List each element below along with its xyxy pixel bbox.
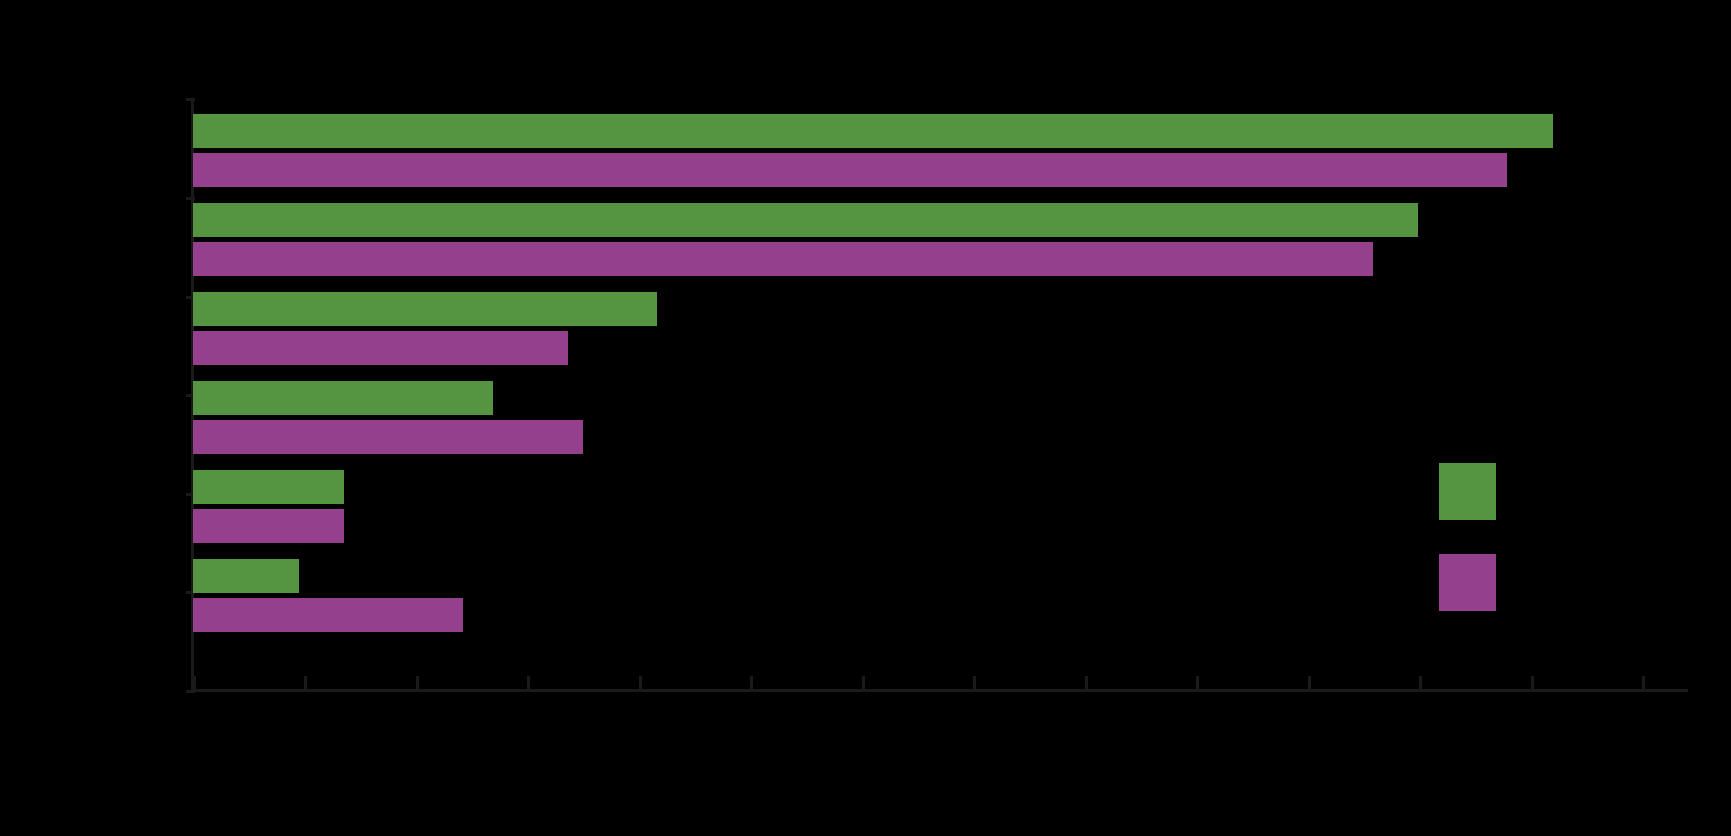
legend-swatch-series-a	[1439, 463, 1496, 520]
bar-series-b-1	[193, 242, 1373, 276]
bar-series-a-0	[193, 114, 1553, 148]
legend-item-series-b[interactable]	[1439, 554, 1506, 611]
y-tick-5	[186, 591, 195, 594]
bar-series-b-0	[193, 153, 1507, 187]
x-tick-13	[1642, 676, 1645, 690]
legend-item-series-a[interactable]	[1439, 463, 1506, 520]
x-tick-10	[1308, 676, 1311, 690]
bar-series-a-3	[193, 381, 493, 415]
y-tick-6	[186, 690, 195, 693]
bar-series-b-2	[193, 331, 568, 365]
x-tick-7	[973, 676, 976, 690]
bar-series-a-4	[193, 470, 344, 504]
x-tick-4	[639, 676, 642, 690]
x-axis-spine	[193, 689, 1688, 692]
x-tick-5	[750, 676, 753, 690]
bar-series-b-3	[193, 420, 583, 454]
y-tick-1	[186, 197, 195, 200]
x-tick-8	[1085, 676, 1088, 690]
x-tick-11	[1419, 676, 1422, 690]
y-tick-4	[186, 493, 195, 496]
plot-area	[193, 98, 1688, 690]
bar-series-b-5	[193, 598, 463, 632]
y-tick-2	[186, 296, 195, 299]
x-tick-12	[1531, 676, 1534, 690]
bar-series-a-2	[193, 292, 657, 326]
x-tick-6	[862, 676, 865, 690]
y-tick-0	[186, 98, 195, 101]
x-tick-0	[193, 676, 196, 690]
x-tick-9	[1196, 676, 1199, 690]
x-tick-3	[527, 676, 530, 690]
bar-series-b-4	[193, 509, 344, 543]
x-tick-1	[304, 676, 307, 690]
y-tick-3	[186, 394, 195, 397]
bar-series-a-1	[193, 203, 1418, 237]
x-tick-2	[416, 676, 419, 690]
legend-swatch-series-b	[1439, 554, 1496, 611]
bar-series-a-5	[193, 559, 299, 593]
